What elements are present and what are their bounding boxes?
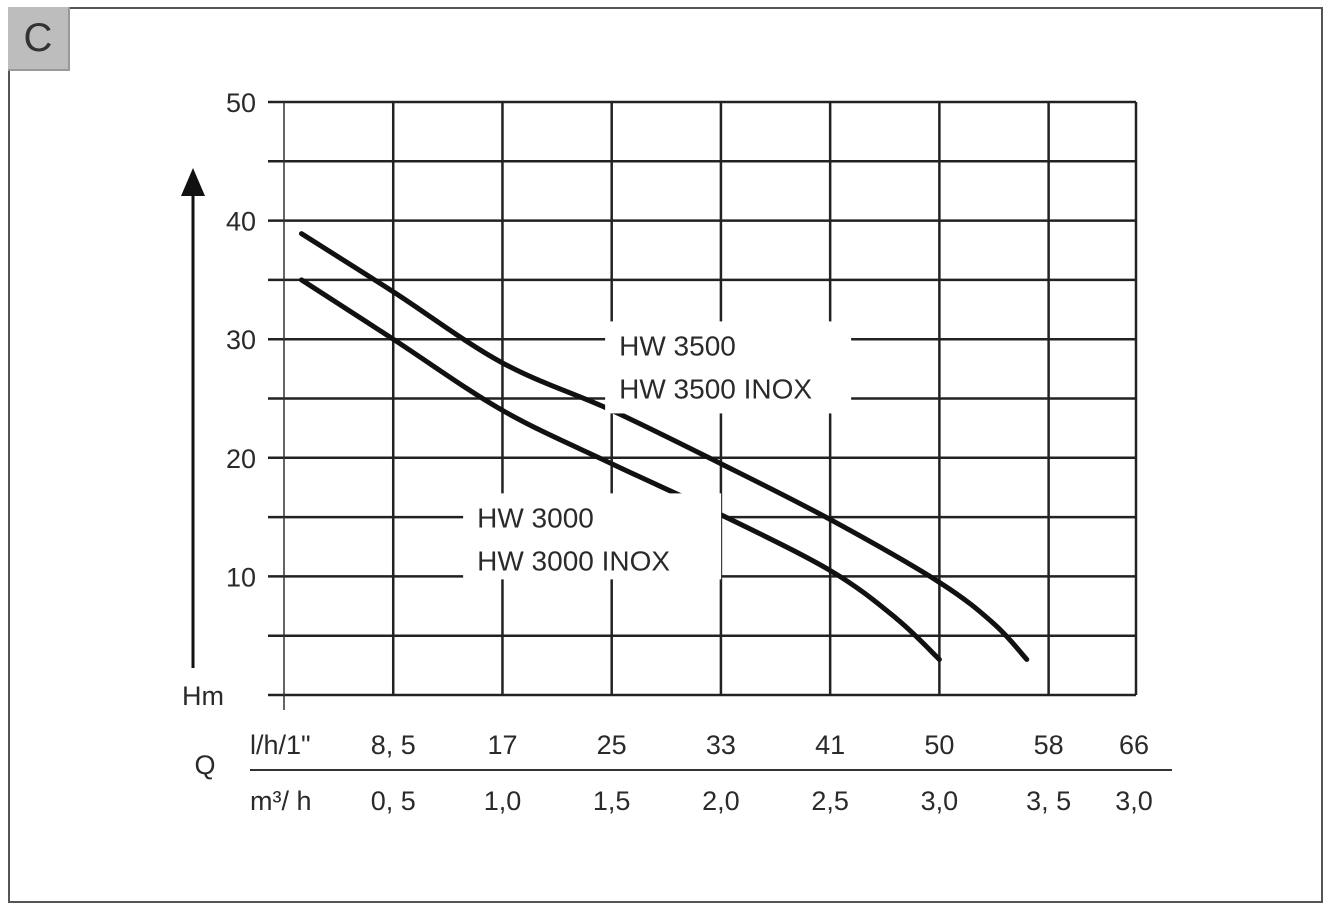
y-tick-label: 20 xyxy=(226,444,256,474)
legend-layer: HW 3500 HW 3500 INOX HW 3000 HW 3000 INOX xyxy=(463,321,852,580)
x-tick-label-row2: 0, 5 xyxy=(371,786,416,816)
y-tick-label: 10 xyxy=(226,562,256,592)
x-unit-row2: m³/ h xyxy=(250,786,312,816)
y-axis-label: Hm xyxy=(182,681,224,711)
x-tick-label-row1: 66 xyxy=(1119,730,1149,760)
x-tick-label-row2: 3, 5 xyxy=(1026,786,1071,816)
legend-entry: HW 3500 INOX xyxy=(619,373,812,404)
x-axis-label: Q xyxy=(194,750,215,780)
chart-frame xyxy=(8,7,1323,903)
x-unit-row1: l/h/1" xyxy=(250,730,311,760)
legend-box-hw3500: HW 3500 HW 3500 INOX xyxy=(605,321,852,414)
y-tick-label: 40 xyxy=(226,207,256,237)
x-tick-label-row2: 3,0 xyxy=(921,786,959,816)
x-tick-label-row2: 3,0 xyxy=(1115,786,1153,816)
axes-layer: 50 40 30 20 10 Hm xyxy=(181,88,1136,711)
legend-background xyxy=(463,493,722,580)
legend-entry: HW 3500 xyxy=(619,330,736,361)
x-tick-label-row1: 17 xyxy=(487,730,517,760)
x-tick-label-row2: 2,5 xyxy=(811,786,849,816)
legend-entry: HW 3000 INOX xyxy=(477,545,670,576)
x-tick-label-row2: 1,5 xyxy=(593,786,631,816)
x-tick-label-row1: 41 xyxy=(815,730,845,760)
y-tick-label: 50 xyxy=(226,88,256,118)
x-tick-label-row1: 58 xyxy=(1034,730,1064,760)
x-tick-label-row1: 33 xyxy=(706,730,736,760)
x-tick-label-row1: 8, 5 xyxy=(371,730,416,760)
legend-background xyxy=(605,321,852,414)
series-line-hw3500 xyxy=(298,231,1030,662)
series-line-hw3000 xyxy=(298,277,942,662)
x-tick-label-row1: 50 xyxy=(924,730,954,760)
legend-box-hw3000: HW 3000 HW 3000 INOX xyxy=(463,493,722,580)
y-tick-label: 30 xyxy=(226,325,256,355)
label-layer: Ql/h/1" m³/ h 8, 5 0, 5 17 1,0 25 1,5 33 2,0 41 2,5… xyxy=(194,730,1172,816)
legend-entry: HW 3000 xyxy=(477,502,594,533)
series-layer xyxy=(298,231,1030,662)
y-arrow-head xyxy=(181,168,205,196)
panel-label: C xyxy=(8,7,70,71)
x-tick-label-row1: 25 xyxy=(597,730,627,760)
x-tick-label-row2: 2,0 xyxy=(702,786,740,816)
x-tick-label-row2: 1,0 xyxy=(484,786,522,816)
